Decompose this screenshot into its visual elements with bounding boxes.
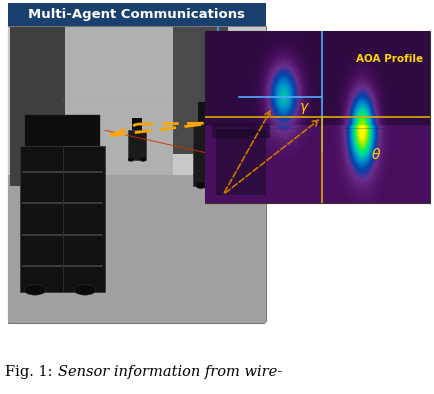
Bar <box>63 27 173 175</box>
Bar <box>128 130 146 160</box>
Ellipse shape <box>24 285 46 295</box>
Text: γ: γ <box>300 100 308 114</box>
Bar <box>10 27 65 186</box>
Ellipse shape <box>140 158 146 162</box>
Ellipse shape <box>220 182 230 189</box>
Bar <box>25 115 100 146</box>
Text: Multi-Agent Communications: Multi-Agent Communications <box>29 8 246 21</box>
Bar <box>8 26 266 323</box>
Bar <box>8 3 266 26</box>
Bar <box>198 102 228 123</box>
Ellipse shape <box>196 182 206 189</box>
Ellipse shape <box>74 285 96 295</box>
Bar <box>173 27 228 154</box>
Text: θ: θ <box>372 148 380 162</box>
Bar <box>132 118 142 130</box>
Bar <box>212 124 270 138</box>
Text: AOA Profile: AOA Profile <box>356 54 423 64</box>
Bar <box>8 27 266 175</box>
Ellipse shape <box>128 158 134 162</box>
Bar <box>205 185 430 203</box>
Bar <box>8 175 266 323</box>
Text: Sensor information from wire-: Sensor information from wire- <box>58 365 282 379</box>
Bar <box>193 123 233 186</box>
Text: Fig. 1:: Fig. 1: <box>5 365 53 379</box>
Bar <box>216 129 266 195</box>
Bar <box>20 146 105 292</box>
Bar <box>205 31 430 203</box>
Polygon shape <box>266 250 356 344</box>
Text: Sensing for Active Rendezvous: Sensing for Active Rendezvous <box>227 189 408 199</box>
